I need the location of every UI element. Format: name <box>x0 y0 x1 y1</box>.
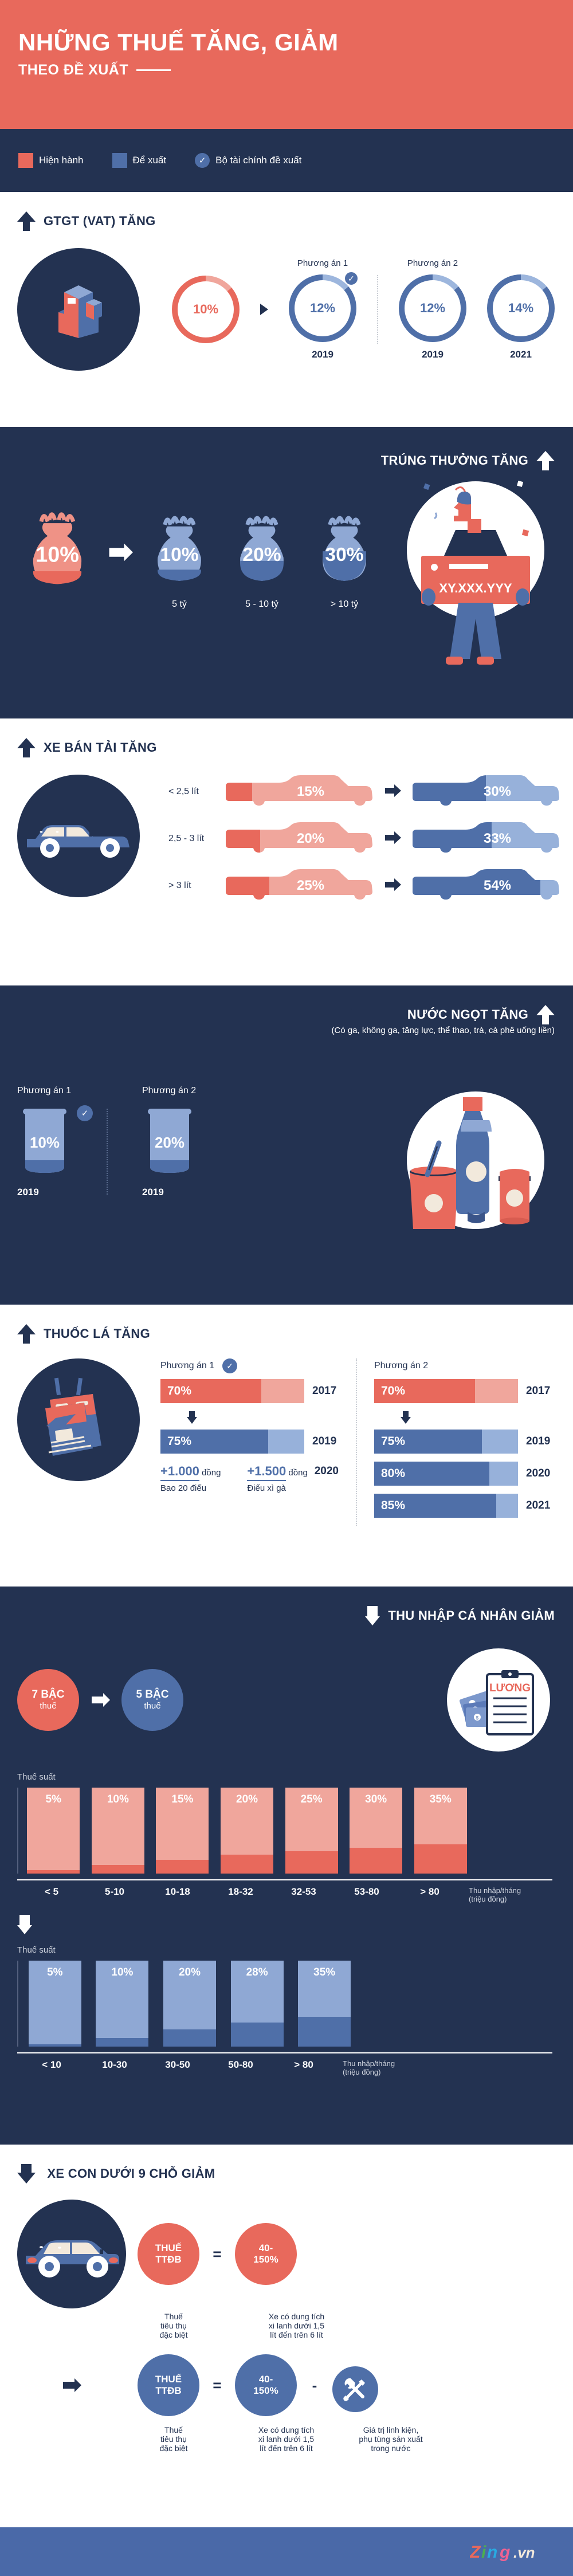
svg-text:10%: 10% <box>30 1134 60 1151</box>
svg-text:$: $ <box>476 1715 479 1721</box>
svg-text:XY.XXX.YYY: XY.XXX.YYY <box>439 581 512 595</box>
svg-text:.vn: .vn <box>513 2544 535 2561</box>
svg-text:10%: 10% <box>160 544 198 566</box>
svg-text:10%: 10% <box>36 542 79 566</box>
svg-text:i: i <box>481 2543 486 2562</box>
svg-text:Z: Z <box>470 2543 481 2562</box>
svg-text:30%: 30% <box>325 544 363 566</box>
svg-text:LƯƠNG: LƯƠNG <box>489 1682 531 1694</box>
svg-text:54%: 54% <box>484 878 511 893</box>
svg-text:25%: 25% <box>297 878 324 893</box>
svg-text:15%: 15% <box>297 784 324 799</box>
svg-text:30%: 30% <box>484 784 511 799</box>
svg-text:20%: 20% <box>155 1134 185 1151</box>
svg-text:33%: 33% <box>484 831 511 846</box>
svg-text:n: n <box>487 2543 497 2562</box>
svg-text:g: g <box>499 2543 510 2562</box>
svg-text:20%: 20% <box>297 831 324 846</box>
svg-text:20%: 20% <box>242 544 281 566</box>
